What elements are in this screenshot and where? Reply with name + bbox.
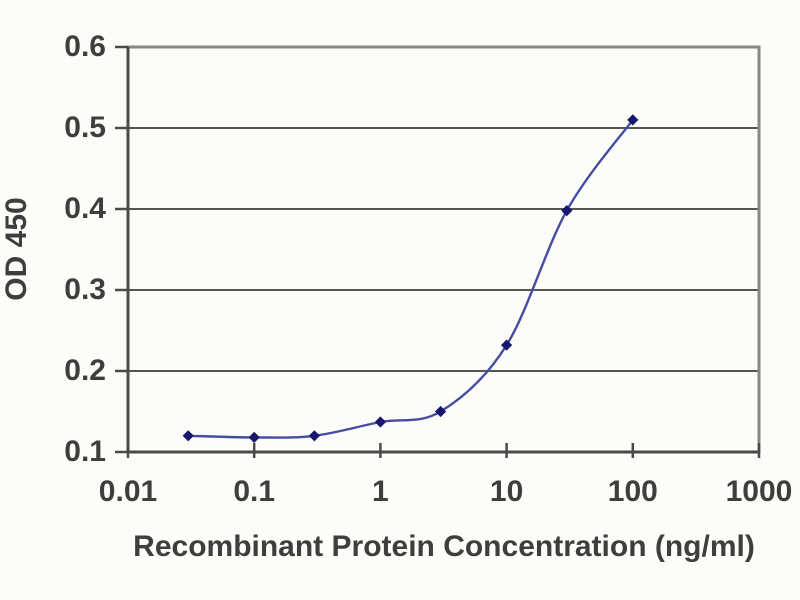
x-tick-label: 10	[489, 475, 524, 508]
x-tick-label: 1	[372, 475, 389, 508]
x-tick-label: 0.01	[98, 475, 158, 508]
y-tick-label: 0.1	[64, 435, 106, 468]
data-point-marker	[501, 339, 513, 351]
data-point-marker	[435, 405, 447, 418]
y-tick-label: 0.5	[64, 111, 106, 144]
y-tick-label: 0.2	[64, 354, 106, 387]
data-curve	[187, 118, 634, 439]
y-tick-label: 0.4	[64, 192, 106, 225]
plot-border	[126, 45, 761, 454]
x-tick-label: 1000	[725, 475, 793, 508]
x-tick-label: 0.1	[233, 475, 276, 508]
data-point-marker	[627, 114, 639, 126]
y-tick-label: 0.6	[64, 30, 106, 63]
data-point-marker	[374, 416, 386, 428]
x-tick-label: 100	[607, 475, 658, 508]
data-point-marker	[308, 430, 320, 442]
y-tick-label: 0.3	[64, 273, 106, 306]
x-axis-title: Recombinant Protein Concentration (ng/ml…	[133, 530, 755, 563]
data-point-marker	[182, 430, 194, 442]
data-point-marker	[248, 431, 260, 443]
data-point-marker	[561, 205, 573, 217]
